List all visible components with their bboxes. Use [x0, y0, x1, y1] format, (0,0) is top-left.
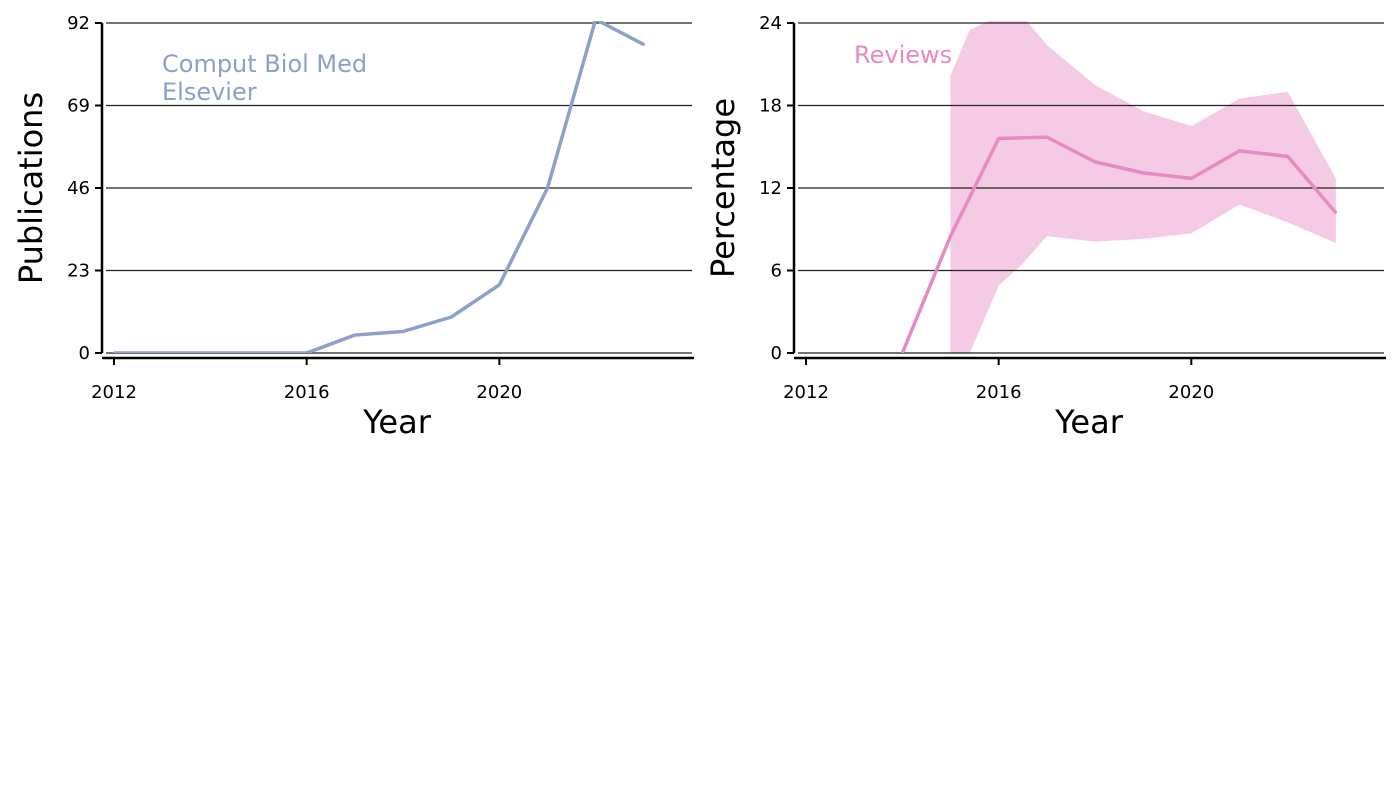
- y-tick-label: 0: [771, 343, 782, 364]
- data-point: [1334, 211, 1338, 214]
- y-tick-label: 92: [67, 13, 90, 34]
- y-tick-label: 23: [67, 261, 90, 282]
- chart-panel-2: 0 6 12 18 24 2012 2016 2020 Year Percentage Review…: [704, 13, 1386, 441]
- data-point: [642, 43, 646, 46]
- series-line: [900, 135, 1338, 353]
- data-point: [112, 351, 116, 353]
- y-tick-label: 6: [771, 261, 782, 282]
- data-point: [594, 18, 596, 20]
- y-tick-label: 24: [759, 13, 782, 34]
- data-point: [160, 351, 164, 353]
- data-point: [305, 351, 308, 353]
- x-tick-label: 2016: [284, 382, 330, 403]
- data-point: [997, 137, 1000, 140]
- data-point: [498, 283, 501, 287]
- data-point: [401, 330, 405, 333]
- y-tick-label: 18: [759, 96, 782, 117]
- y-tick-label: 69: [67, 96, 90, 117]
- data-point: [1093, 160, 1097, 164]
- data-point: [1141, 171, 1145, 175]
- confidence-band: [950, 21, 1336, 353]
- x-tick-label: 2012: [91, 382, 137, 403]
- data-point: [353, 333, 357, 337]
- data-point: [1190, 177, 1193, 180]
- data-point: [1045, 135, 1049, 139]
- data-point: [449, 315, 453, 319]
- y-axis-label: Publications: [12, 92, 50, 284]
- series-line: [114, 21, 645, 353]
- annotation-text: Comput Biol Med: [162, 50, 367, 78]
- data-point: [1286, 155, 1289, 158]
- y-tick-label: 0: [79, 343, 90, 364]
- y-axis-label: Percentage: [704, 98, 742, 278]
- x-axis-label: Year: [362, 403, 432, 441]
- data-point: [1238, 149, 1241, 153]
- x-axis-label: Year: [1054, 403, 1124, 441]
- x-tick-label: 2012: [783, 382, 829, 403]
- data-point: [901, 351, 904, 353]
- data-point: [546, 186, 549, 190]
- data-point: [257, 351, 260, 353]
- chart-panel-1: 0 23 46 69 92 2012 2016 2020 Year Publications Com…: [12, 13, 694, 441]
- data-point: [949, 234, 952, 238]
- y-tick-label: 12: [759, 178, 782, 199]
- data-point: [209, 351, 212, 353]
- x-tick-label: 2020: [1168, 382, 1214, 403]
- annotation-text: Reviews: [854, 41, 952, 69]
- x-tick-label: 2020: [476, 382, 522, 403]
- x-tick-label: 2016: [976, 382, 1022, 403]
- annotation-text: Elsevier: [162, 78, 257, 106]
- y-tick-label: 46: [67, 178, 90, 199]
